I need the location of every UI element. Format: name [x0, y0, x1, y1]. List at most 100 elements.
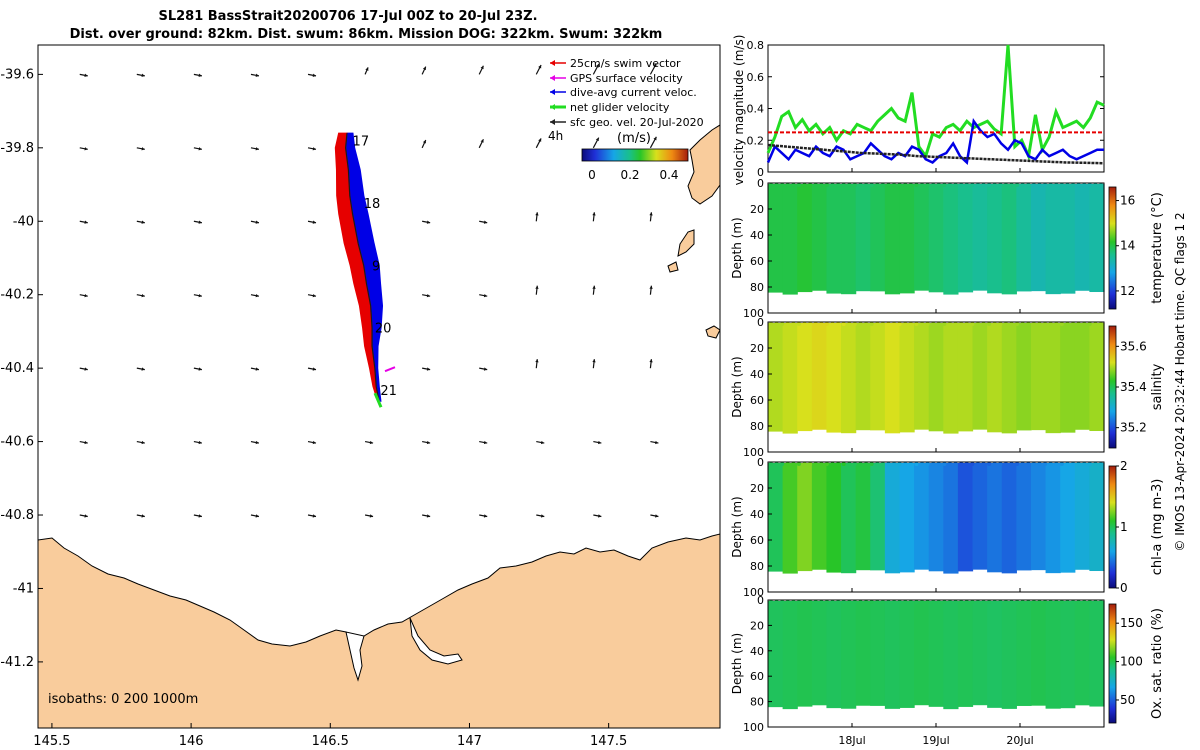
section-cell — [1016, 184, 1032, 292]
section-surface-dot — [824, 462, 829, 466]
section-surface-dot — [824, 600, 829, 604]
section-y-tick-label: 0 — [757, 177, 764, 190]
section-cell — [811, 323, 828, 430]
section-cell — [987, 601, 1003, 708]
section-cell — [1001, 463, 1017, 574]
current-arrowhead — [426, 367, 431, 371]
section-cell — [1016, 463, 1032, 571]
section-surface-dot — [931, 462, 936, 466]
current-arrowhead — [480, 65, 484, 70]
section-surface-dot — [847, 600, 852, 604]
section-surface-dot — [1082, 322, 1087, 326]
section-cell — [1030, 601, 1047, 706]
section-cell — [1030, 463, 1047, 571]
section-surface-dot — [1065, 462, 1070, 466]
section-surface-dot — [1054, 322, 1059, 326]
section-surface-dot — [864, 600, 869, 604]
time-tick-label: 19Jul — [922, 734, 949, 747]
map-y-ticks: -39.6 -39.8 -40 -40.2 -40.4 -40.6 -40.8 -41 -41.… — [0, 67, 43, 670]
section-surface-dot — [1003, 183, 1008, 187]
section-surface-dot — [914, 600, 919, 604]
section-ylabel: Depth (m) — [730, 356, 744, 417]
section-surface-dot — [920, 462, 925, 466]
section-surface-dot — [830, 183, 835, 187]
section-y-tick-label: 80 — [750, 560, 764, 573]
credit-text: © IMOS 13-Apr-2024 20:32:44 Hobart time.… — [1173, 212, 1187, 551]
current-arrowhead — [540, 440, 545, 445]
section-surface-dot — [852, 183, 857, 187]
map-x-tick-label: 145.5 — [33, 734, 70, 749]
colorbar-tick-label: 100 — [1120, 655, 1143, 669]
section-surface-dot — [886, 183, 891, 187]
section-cell — [782, 463, 798, 574]
section-cell — [957, 601, 974, 707]
current-arrowhead — [592, 212, 596, 216]
section-surface-dot — [892, 600, 897, 604]
section-surface-dot — [780, 322, 785, 326]
current-arrowhead — [426, 293, 431, 298]
section-surface-dot — [1037, 322, 1042, 326]
section-surface-dot — [1026, 462, 1031, 466]
section-cell — [841, 601, 857, 709]
legend-net: net glider velocity — [570, 101, 670, 114]
section-surface-dot — [975, 322, 980, 326]
map-x-tick-label: 147.5 — [590, 734, 627, 749]
current-arrowhead — [483, 293, 488, 298]
map-y-tick-label: -40.2 — [0, 288, 34, 303]
current-arrowhead — [84, 293, 88, 298]
section-surface-dot — [1043, 183, 1048, 187]
section-cell — [1089, 463, 1105, 572]
section-surface-dot — [819, 183, 824, 187]
section-surface-dot — [869, 600, 874, 604]
section-surface-dot — [936, 183, 941, 187]
current-arrowhead — [255, 73, 259, 77]
current-arrowhead — [483, 514, 488, 518]
section-surface-dot — [1093, 600, 1098, 604]
section-surface-dot — [836, 600, 841, 604]
section-surface-dot — [970, 600, 975, 604]
section-surface-dot — [1048, 600, 1053, 604]
section-surface-dot — [1099, 600, 1103, 604]
section-surface-dot — [1082, 183, 1087, 187]
section-surface-dot — [869, 462, 874, 466]
section-surface-dot — [886, 462, 891, 466]
section-cell — [914, 184, 930, 291]
section-cell — [1074, 463, 1090, 570]
section-surface-dot — [920, 322, 925, 326]
section-surface-dot — [1037, 462, 1042, 466]
current-arrowhead — [141, 73, 145, 77]
current-arrowhead — [655, 514, 659, 518]
section-cell — [797, 463, 813, 572]
section-surface-dot — [998, 600, 1003, 604]
section-surface-dot — [1076, 322, 1081, 326]
section-surface-dot — [1026, 600, 1031, 604]
section-panel: 0 20 40 60 80 100 Depth (m) 50 100 150 Ox. sat. ra… — [730, 594, 1165, 734]
section-ylabel: Depth (m) — [730, 217, 744, 278]
current-arrowhead — [535, 285, 539, 289]
current-arrowhead — [426, 440, 431, 445]
map-y-tick-label: -41.2 — [0, 655, 34, 670]
current-arrowhead — [365, 67, 369, 71]
section-cell — [782, 323, 798, 434]
section-surface-dot — [947, 322, 952, 326]
section-cell — [855, 601, 871, 706]
legend-time-label: 4h — [548, 129, 563, 143]
section-panel: 0 20 40 60 80 100 Depth (m) 12 14 16 temperature (… — [730, 177, 1165, 320]
section-cell — [782, 184, 798, 295]
section-surface-dot — [1065, 322, 1070, 326]
section-cell — [957, 323, 974, 432]
section-cell — [1016, 323, 1032, 431]
section-cell — [797, 184, 813, 293]
section-surface-dot — [1009, 462, 1014, 466]
map-x-tick-label: 146.5 — [312, 734, 349, 749]
day-label: 17 — [353, 134, 370, 149]
colorbar-label: (m/s) — [617, 131, 651, 146]
section-surface-dot — [1054, 183, 1059, 187]
section-surface-dot — [824, 183, 829, 187]
section-surface-dot — [981, 600, 986, 604]
current-arrowhead — [649, 359, 653, 363]
section-surface-dot — [936, 322, 941, 326]
section-cell — [943, 463, 959, 574]
section-surface-dot — [1009, 322, 1014, 326]
section-surface-dot — [791, 183, 796, 187]
